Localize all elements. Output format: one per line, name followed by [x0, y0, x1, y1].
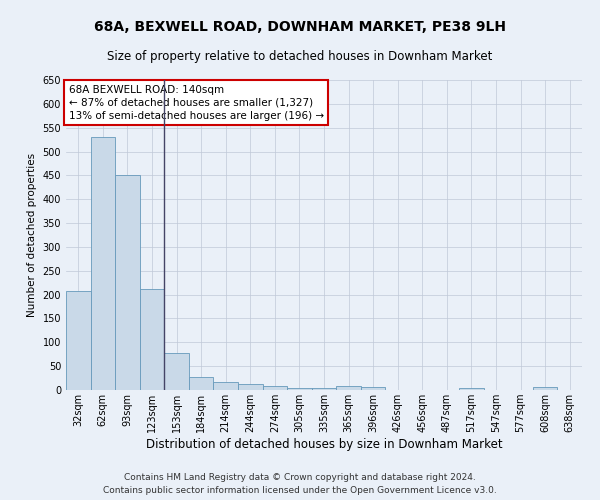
- Bar: [66, 292, 91, 390]
- Text: 68A, BEXWELL ROAD, DOWNHAM MARKET, PE38 9LH: 68A, BEXWELL ROAD, DOWNHAM MARKET, PE38 …: [94, 20, 506, 34]
- Bar: [459, 388, 484, 390]
- Bar: [336, 386, 361, 390]
- Bar: [115, 176, 140, 390]
- Text: 68A BEXWELL ROAD: 140sqm
← 87% of detached houses are smaller (1,327)
13% of sem: 68A BEXWELL ROAD: 140sqm ← 87% of detach…: [68, 84, 324, 121]
- Y-axis label: Number of detached properties: Number of detached properties: [27, 153, 37, 317]
- Bar: [164, 353, 189, 390]
- Text: Size of property relative to detached houses in Downham Market: Size of property relative to detached ho…: [107, 50, 493, 63]
- Bar: [140, 289, 164, 390]
- Bar: [214, 382, 238, 390]
- Bar: [312, 388, 336, 390]
- Bar: [263, 386, 287, 390]
- X-axis label: Distribution of detached houses by size in Downham Market: Distribution of detached houses by size …: [146, 438, 502, 451]
- Bar: [287, 388, 312, 390]
- Bar: [238, 384, 263, 390]
- Text: Contains HM Land Registry data © Crown copyright and database right 2024.
Contai: Contains HM Land Registry data © Crown c…: [103, 474, 497, 495]
- Bar: [361, 387, 385, 390]
- Bar: [189, 377, 214, 390]
- Bar: [91, 137, 115, 390]
- Bar: [533, 387, 557, 390]
